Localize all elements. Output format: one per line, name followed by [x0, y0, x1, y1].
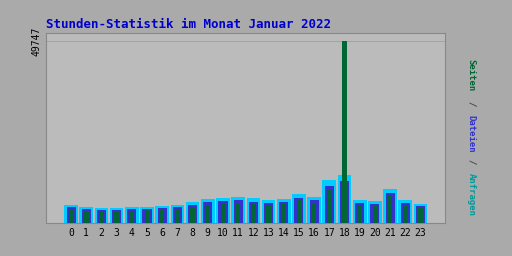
Bar — [373, 206, 377, 223]
Bar — [262, 200, 275, 223]
Bar — [233, 200, 243, 223]
Bar — [279, 202, 288, 223]
Bar — [353, 200, 367, 223]
Bar — [79, 207, 93, 223]
Bar — [325, 186, 334, 223]
Bar — [251, 204, 255, 223]
Bar — [67, 207, 76, 223]
Bar — [84, 211, 89, 223]
Bar — [82, 209, 91, 223]
Bar — [99, 211, 104, 223]
Bar — [155, 206, 169, 223]
Bar — [277, 199, 291, 223]
Bar — [112, 210, 121, 223]
Bar — [312, 203, 316, 223]
Bar — [110, 208, 123, 223]
Bar — [203, 202, 212, 223]
Bar — [388, 197, 392, 223]
Bar — [401, 204, 410, 223]
Bar — [201, 199, 215, 223]
Bar — [327, 190, 332, 223]
Bar — [296, 200, 301, 223]
Bar — [130, 211, 134, 223]
Bar — [142, 209, 152, 223]
Bar — [416, 206, 425, 223]
Bar — [236, 203, 241, 223]
Text: Anfragen: Anfragen — [466, 173, 476, 216]
Bar — [175, 208, 180, 223]
Text: Stunden-Statistik im Monat Januar 2022: Stunden-Statistik im Monat Januar 2022 — [46, 18, 331, 31]
Bar — [160, 210, 164, 223]
Bar — [127, 209, 136, 223]
Bar — [158, 208, 167, 223]
Bar — [307, 197, 321, 223]
Bar — [403, 206, 408, 223]
Bar — [173, 207, 182, 223]
Bar — [386, 193, 395, 223]
Bar — [221, 204, 225, 223]
Bar — [383, 189, 397, 223]
Text: Seiten: Seiten — [466, 59, 476, 91]
Bar — [114, 211, 119, 223]
Bar — [145, 210, 150, 223]
Bar — [264, 203, 273, 223]
Bar — [282, 204, 286, 223]
Bar — [342, 41, 347, 223]
Bar — [186, 202, 200, 223]
Bar — [205, 205, 210, 223]
Text: /: / — [466, 101, 476, 106]
Bar — [69, 209, 73, 223]
Text: Dateien: Dateien — [466, 115, 476, 153]
Bar — [418, 208, 423, 223]
Bar — [188, 205, 197, 223]
Bar — [294, 198, 304, 223]
Bar — [368, 201, 382, 223]
Bar — [398, 200, 412, 223]
Bar — [370, 204, 379, 223]
Text: /: / — [466, 159, 476, 165]
Bar — [357, 205, 362, 223]
Bar — [310, 200, 318, 223]
Bar — [140, 207, 154, 223]
Bar — [190, 207, 195, 223]
Bar — [97, 210, 106, 223]
Bar — [95, 208, 108, 223]
Bar — [231, 197, 245, 223]
Bar — [219, 201, 227, 223]
Bar — [216, 198, 230, 223]
Bar — [170, 205, 184, 223]
Bar — [246, 198, 260, 223]
Bar — [249, 201, 258, 223]
Bar — [337, 175, 351, 223]
Bar — [64, 205, 78, 223]
Bar — [323, 180, 336, 223]
Bar — [292, 194, 306, 223]
Bar — [340, 181, 349, 223]
Bar — [266, 205, 271, 223]
Bar — [125, 207, 139, 223]
Bar — [355, 203, 364, 223]
Bar — [414, 204, 428, 223]
